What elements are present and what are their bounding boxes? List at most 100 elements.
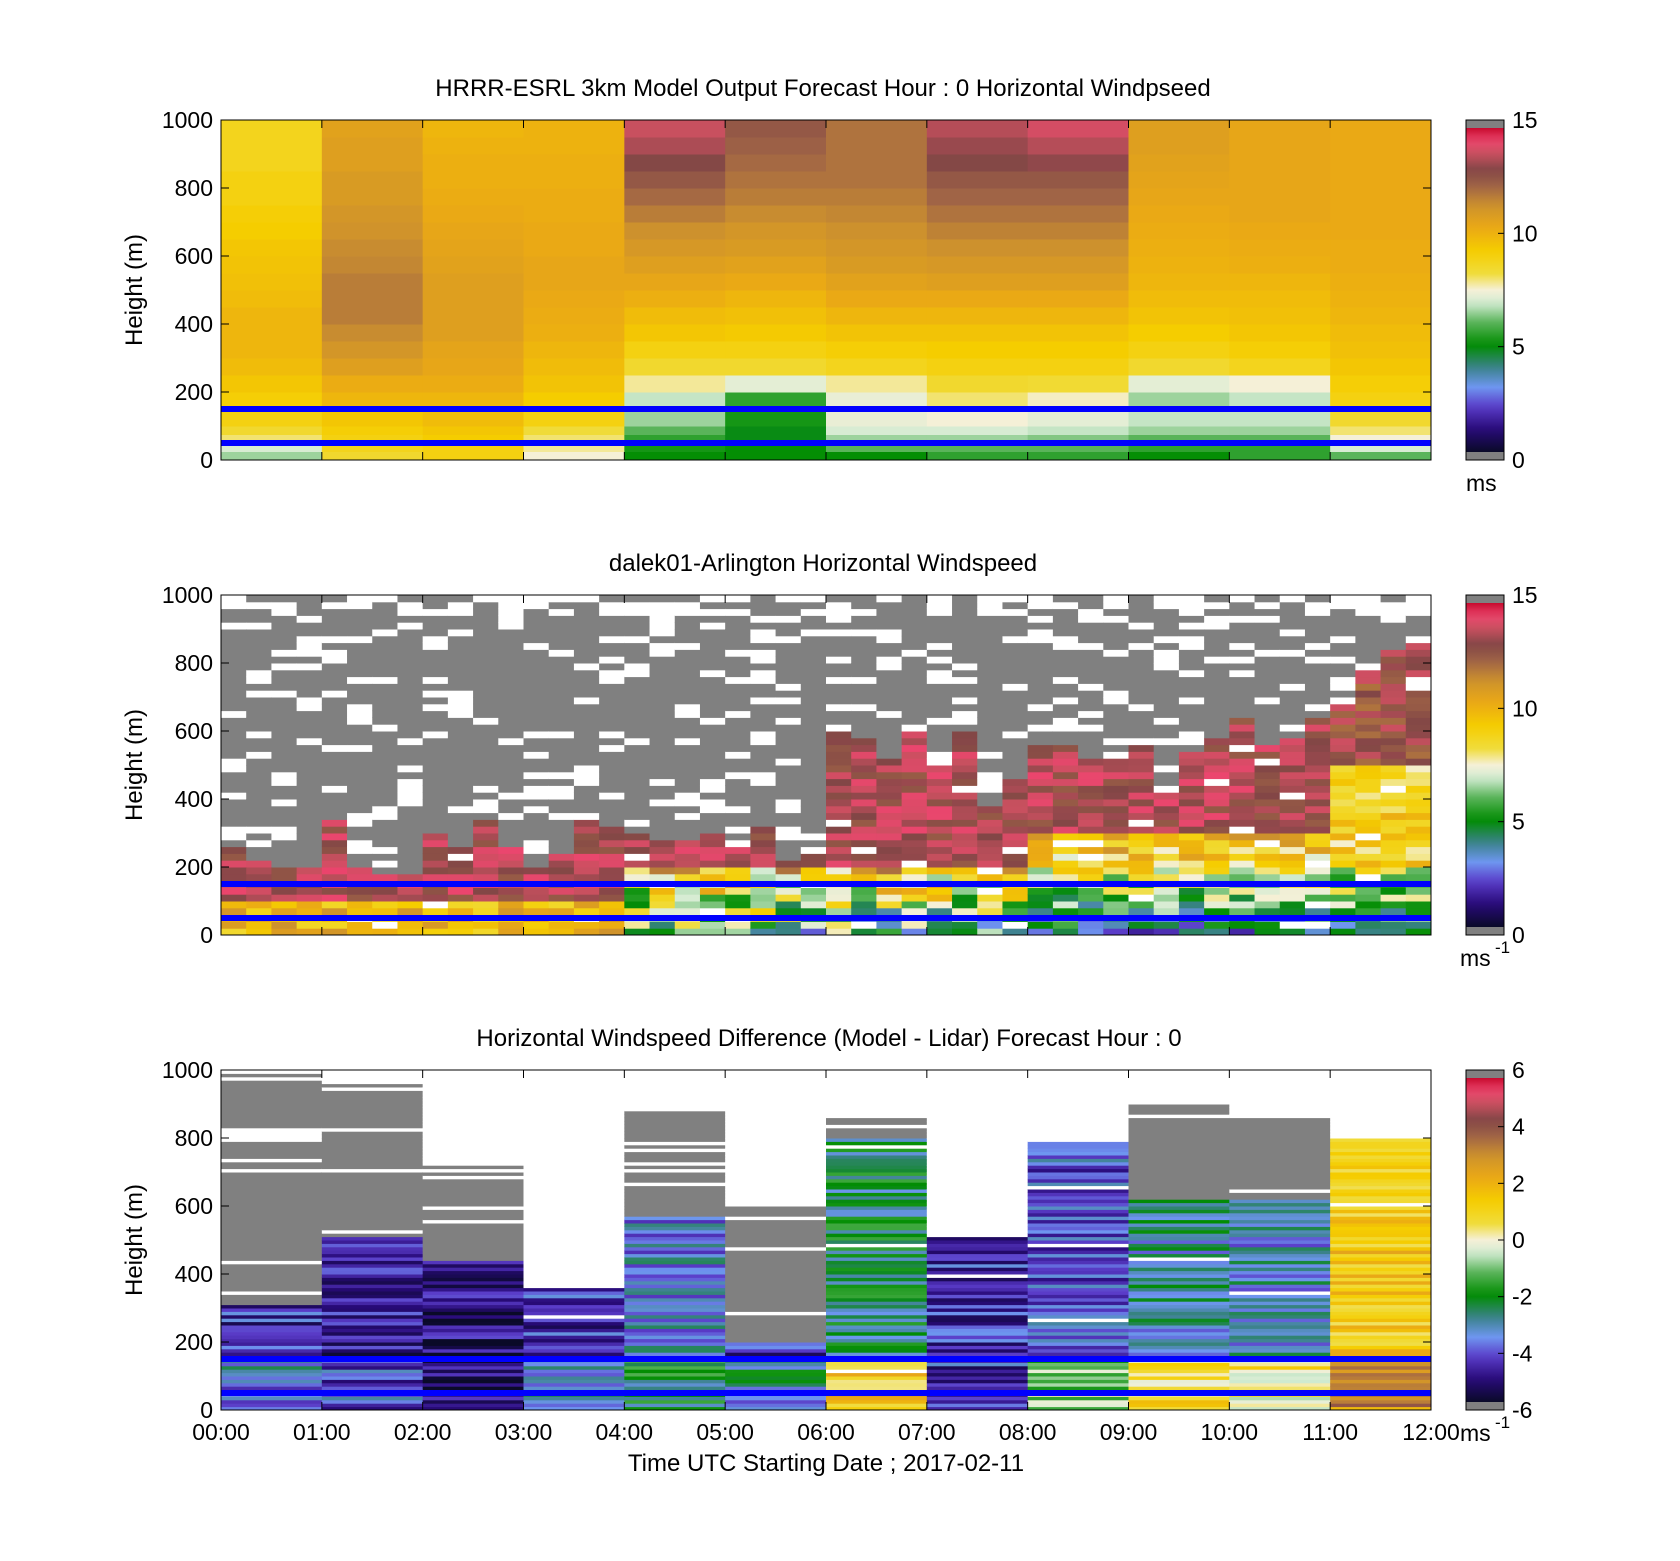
lidar-cell	[447, 676, 474, 684]
lidar-cell	[548, 771, 575, 780]
lidar-cell	[1178, 805, 1205, 814]
model-cell	[1229, 205, 1331, 223]
difference-cell	[826, 1314, 928, 1319]
lidar-cell	[1380, 663, 1407, 671]
lidar-cell	[775, 812, 802, 820]
lidar-cell	[447, 846, 474, 854]
lidar-cell	[952, 928, 978, 936]
lidar-cell	[422, 663, 449, 671]
lidar-cell	[1128, 622, 1155, 630]
lidar-cell	[548, 819, 575, 827]
lidar-cell	[296, 778, 323, 786]
difference-cell	[624, 1189, 726, 1193]
lidar-cell	[397, 635, 424, 644]
lidar-cell	[1380, 812, 1407, 820]
difference-cell	[321, 1178, 424, 1183]
difference-cell	[926, 1294, 1029, 1299]
lidar-cell	[826, 799, 852, 807]
lidar-cell	[750, 907, 777, 916]
model-cell	[926, 273, 1029, 291]
lidar-cell	[851, 839, 877, 848]
lidar-cell	[926, 622, 953, 630]
difference-cell	[1330, 1291, 1432, 1295]
lidar-cell	[876, 649, 903, 657]
difference-cell	[926, 1144, 1029, 1149]
lidar-cell	[851, 697, 877, 705]
lidar-cell	[246, 894, 272, 902]
difference-cell	[624, 1270, 726, 1275]
lidar-cell	[422, 710, 449, 718]
lidar-cell	[372, 608, 398, 616]
difference-cell	[1330, 1325, 1432, 1329]
lidar-cell	[725, 901, 751, 909]
lidar-cell	[699, 873, 726, 882]
lidar-cell	[649, 839, 676, 848]
lidar-cell	[674, 771, 701, 780]
difference-cell	[1027, 1070, 1129, 1074]
lidar-cell	[1027, 717, 1054, 725]
difference-cell	[1027, 1267, 1129, 1272]
lidar-cell	[548, 703, 575, 712]
difference-cell	[221, 1148, 323, 1153]
difference-cell	[725, 1161, 827, 1166]
lidar-cell	[775, 676, 802, 684]
lidar-cell	[1027, 676, 1054, 684]
lidar-cell	[926, 826, 953, 834]
lidar-cell	[750, 669, 777, 678]
model-cell	[926, 358, 1029, 376]
lidar-cell	[800, 649, 827, 657]
lidar-cell	[1405, 595, 1432, 603]
lidar-cell	[750, 676, 777, 684]
lidar-cell	[1330, 894, 1356, 902]
lidar-cell	[699, 833, 726, 841]
lidar-cell	[1405, 697, 1432, 705]
difference-cell	[422, 1161, 524, 1166]
difference-cell	[221, 1199, 323, 1204]
lidar-cell	[321, 785, 348, 793]
lidar-cell	[901, 765, 928, 773]
lidar-cell	[775, 792, 802, 800]
lidar-cell	[372, 921, 398, 929]
difference-cell	[422, 1233, 524, 1238]
difference-cell	[422, 1216, 524, 1221]
difference-cell	[422, 1297, 524, 1302]
difference-cell	[725, 1379, 827, 1384]
difference-cell	[1027, 1134, 1129, 1139]
difference-cell	[1330, 1314, 1432, 1319]
lidar-cell	[624, 697, 651, 705]
lidar-cell	[851, 778, 877, 786]
difference-cell	[826, 1100, 928, 1105]
lidar-cell	[826, 785, 852, 793]
lidar-cell	[246, 669, 272, 678]
lidar-cell	[1178, 751, 1205, 759]
difference-cell	[725, 1308, 827, 1312]
lidar-cell	[397, 765, 424, 773]
difference-cell	[826, 1219, 928, 1224]
model-cell	[221, 426, 323, 435]
difference-cell	[523, 1376, 625, 1380]
lidar-cell	[397, 690, 424, 698]
lidar-cell	[1279, 826, 1306, 834]
lidar-cell	[1380, 785, 1407, 793]
lidar-cell	[1128, 703, 1155, 712]
difference-cell	[826, 1070, 928, 1074]
lidar-cell	[1380, 622, 1407, 630]
difference-cell	[1027, 1189, 1129, 1193]
model-cell	[1229, 434, 1331, 444]
lidar-cell	[1405, 649, 1432, 657]
difference-cell	[1330, 1270, 1432, 1275]
lidar-cell	[775, 656, 802, 664]
panel2-heatmap	[221, 595, 1432, 936]
lidar-cell	[901, 663, 928, 671]
panel3-reference-lines	[221, 1356, 1431, 1396]
model-cell	[1027, 222, 1129, 240]
model-cell	[926, 443, 1029, 452]
lidar-cell	[851, 717, 877, 725]
difference-cell	[1128, 1090, 1230, 1095]
colorbar-tick-label: 0	[1512, 922, 1525, 948]
difference-cell	[422, 1097, 524, 1102]
lidar-cell	[271, 710, 298, 718]
panel2-title: dalek01-Arlington Horizontal Windspeed	[609, 550, 1037, 577]
lidar-cell	[1103, 697, 1129, 705]
difference-cell	[523, 1178, 625, 1183]
